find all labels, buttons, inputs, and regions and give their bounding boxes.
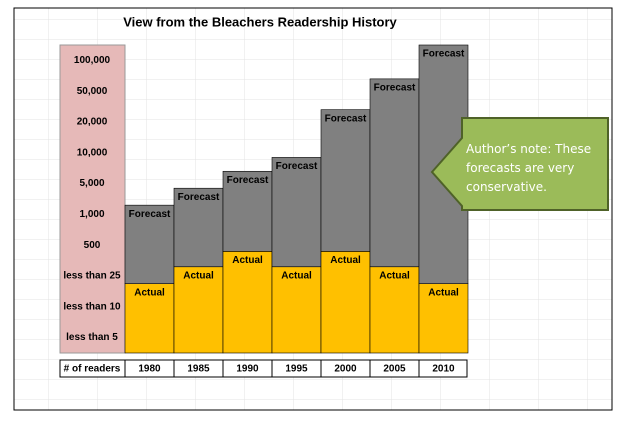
y-tick-label: 1,000	[79, 209, 104, 220]
bar-segment	[173, 266, 224, 354]
bar-segment	[320, 109, 371, 252]
bar-segment	[222, 170, 273, 252]
y-tick-label: 50,000	[77, 86, 108, 97]
y-tick-label: 100,000	[74, 55, 111, 66]
bar-segment	[418, 283, 469, 354]
segment-label: Actual	[232, 255, 263, 266]
bar-segment	[271, 266, 322, 354]
chart-title: View from the Bleachers Readership Histo…	[123, 14, 397, 29]
segment-label: Forecast	[276, 161, 318, 172]
bar-segment	[369, 266, 420, 354]
segment-label: Actual	[281, 270, 312, 281]
bar-segment	[369, 78, 420, 268]
x-tick-label: 1985	[187, 364, 210, 375]
bar-segment	[173, 187, 224, 268]
x-tick-label: 1995	[285, 364, 308, 375]
segment-label: Forecast	[423, 49, 465, 60]
y-tick-label: 5,000	[79, 178, 104, 189]
y-tick-label: less than 5	[66, 332, 118, 343]
x-tick-label: 1980	[138, 364, 161, 375]
label-column	[59, 44, 126, 354]
bar-segment	[124, 204, 175, 285]
segment-label: Forecast	[374, 83, 416, 94]
x-tick-label: 1990	[236, 364, 259, 375]
segment-label: Forecast	[178, 192, 220, 203]
y-tick-label: less than 25	[63, 271, 121, 282]
year-row	[59, 359, 468, 378]
y-tick-label: 20,000	[77, 117, 108, 128]
segment-label: Actual	[183, 270, 214, 281]
bar-segment	[320, 251, 371, 354]
segment-label: Actual	[330, 255, 361, 266]
segment-label: Forecast	[227, 175, 269, 186]
bar-segment	[222, 251, 273, 354]
annotation: Author’s note: These forecasts are very …	[466, 142, 592, 194]
segment-label: Actual	[379, 270, 410, 281]
x-tick-label: 2000	[334, 364, 357, 375]
segment-label: Forecast	[129, 209, 171, 220]
bar-segment	[271, 157, 322, 268]
segment-label: Actual	[428, 287, 459, 298]
x-tick-label: 2005	[383, 364, 406, 375]
y-axis-title: # of readers	[64, 364, 121, 375]
x-tick-label: 2010	[432, 364, 455, 375]
y-tick-label: 10,000	[77, 147, 108, 158]
y-tick-label: 500	[84, 240, 101, 251]
segment-label: Forecast	[325, 113, 367, 124]
y-tick-label: less than 10	[63, 301, 121, 312]
callout-arrow	[430, 117, 609, 211]
segment-label: Actual	[134, 287, 165, 298]
